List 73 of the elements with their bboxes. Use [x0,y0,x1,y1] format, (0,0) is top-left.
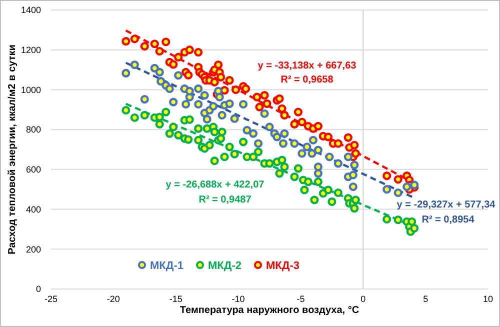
point [344,152,352,162]
point [218,110,226,120]
point [155,68,164,76]
point [182,100,190,109]
point [194,84,203,94]
annotation: y = -33,138x + 667,63 [258,60,357,72]
point [260,109,269,118]
x-tick-label: 10 [482,294,494,304]
point [314,169,322,178]
point [209,102,218,111]
point [165,84,174,94]
point [280,129,289,138]
point [308,149,316,158]
point [215,92,224,102]
point [194,100,203,109]
y-tick-label: 600 [26,164,41,175]
y-tick-label: 800 [26,124,41,135]
point [130,60,139,70]
annotation: R² = 0,9658 [280,74,334,86]
point [156,77,166,86]
point [278,139,288,148]
point [348,170,358,180]
point [242,126,252,134]
y-tick-label: 1400 [20,5,41,16]
point [298,149,306,158]
point [254,139,263,148]
x-axis-title: Температура наружного воздуха, °С [180,305,360,316]
point [350,160,359,170]
point [308,136,318,144]
y-axis-title: Расход тепловой энергии, ккал/м2 в сутки [7,44,18,254]
point [230,114,239,123]
point [290,139,299,148]
point [140,94,149,104]
y-tick-label: 1200 [20,45,41,56]
point [348,182,358,192]
annotation: y = -26,688x + 422,07 [166,180,265,190]
x-tick-label: -20 [106,294,120,304]
point [202,114,212,124]
y-tick-label: 1000 [20,84,41,95]
legend-label: МКД-2 [208,260,242,272]
x-tick-label: -25 [44,294,58,304]
x-tick-label: 5 [423,294,428,304]
point [394,188,402,198]
x-tick-label: -15 [169,294,182,304]
x-tick-label: 0 [360,294,366,304]
point [314,162,322,172]
point [402,182,412,192]
point [265,122,274,132]
annotation: R² = 0,8954 [422,214,475,226]
point [272,132,282,142]
legend-label: МКД-3 [266,260,300,272]
y-tick-label: 200 [26,244,41,254]
annotation: R² = 0,9487 [198,194,252,206]
point [325,152,334,162]
point [200,90,209,100]
point [174,71,183,80]
point [334,159,342,168]
point [248,129,258,138]
x-tick-label: -10 [232,294,245,304]
point [238,100,248,109]
x-tick-label: -5 [296,294,305,304]
y-tick-label: 0 [36,284,41,294]
point [314,146,322,154]
point [382,185,392,194]
point [122,68,130,78]
y-tick-label: 400 [26,204,41,214]
point [410,180,419,190]
point [302,142,312,152]
annotation: y = -29,327x + 577,34 [396,200,496,210]
point [185,86,194,96]
point [225,99,234,108]
legend-label: МКД-1 [150,260,184,272]
point [169,98,178,106]
